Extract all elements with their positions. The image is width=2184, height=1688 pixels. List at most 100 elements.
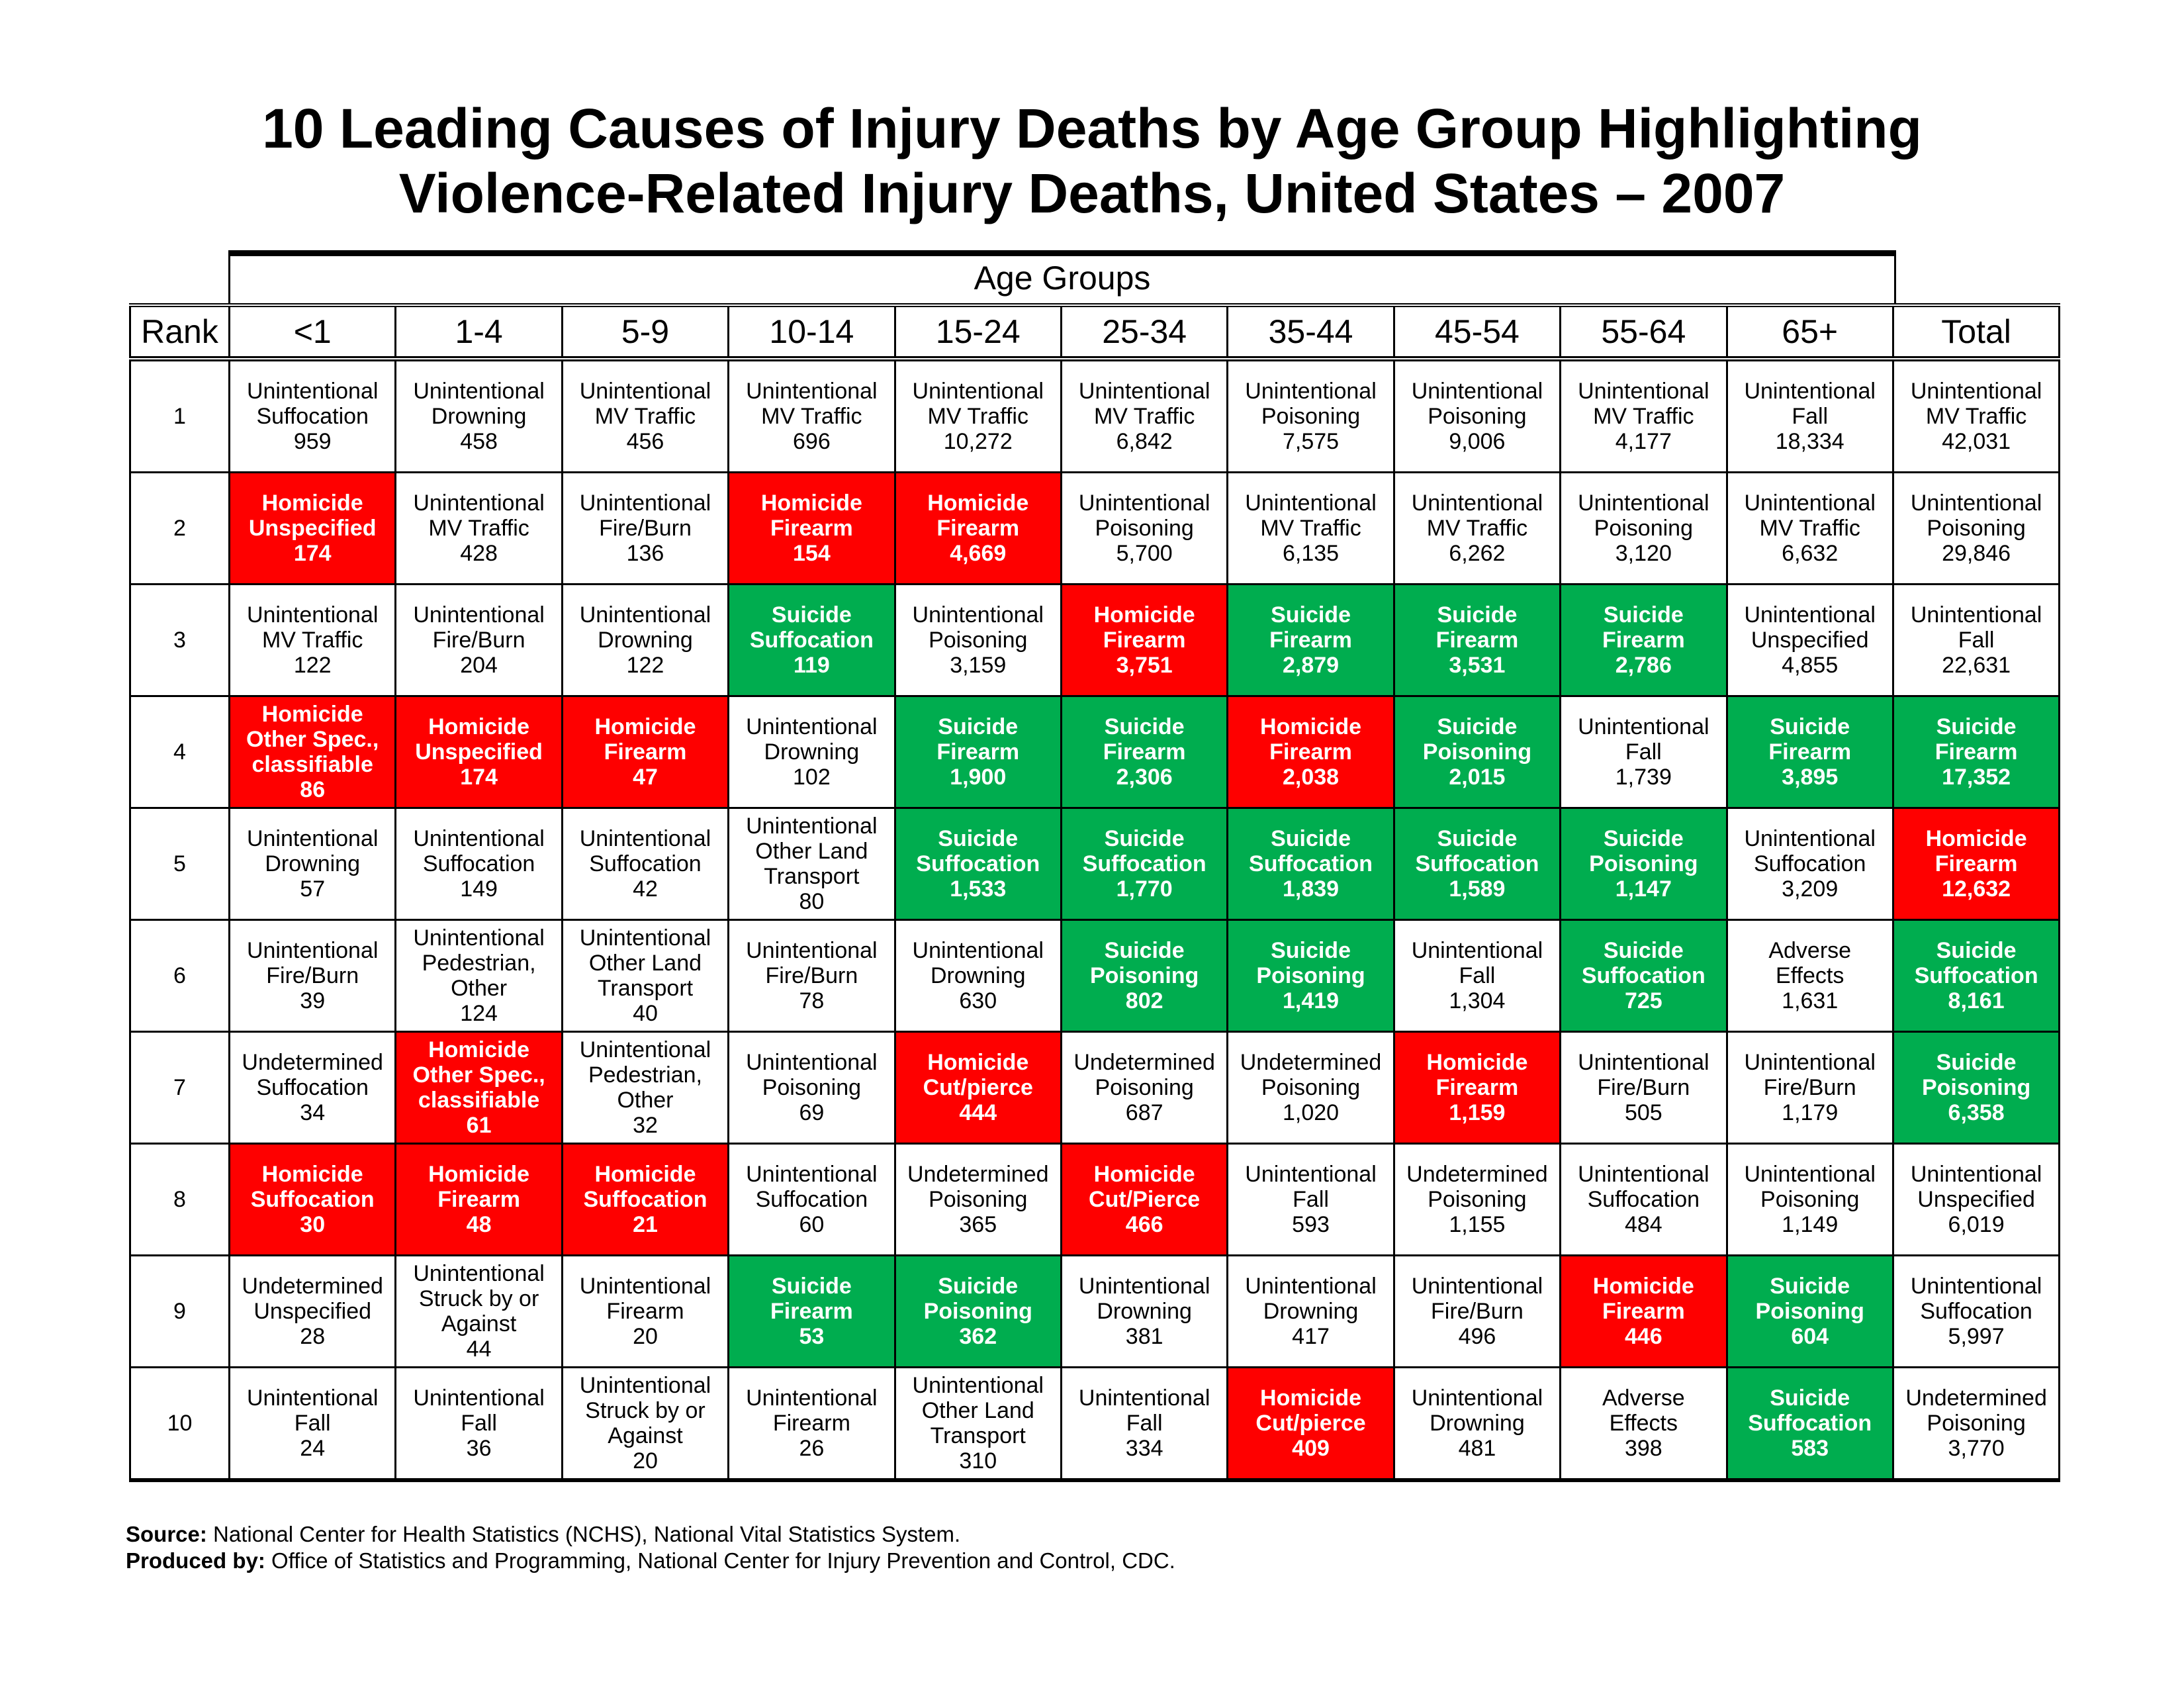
cause-label: Unintentional: [746, 379, 878, 404]
cause-label: Unintentional: [579, 1373, 711, 1398]
death-count: 42: [633, 876, 658, 902]
cause-label: Suicide: [1437, 714, 1518, 739]
cause-cell: Unintentional Suffocation 3,209: [1725, 807, 1894, 921]
homicide-cell: Homicide Suffocation 21: [561, 1143, 730, 1256]
death-count: 505: [1624, 1100, 1662, 1125]
death-count: 17,352: [1942, 765, 2011, 790]
column-header: 5-9: [561, 303, 730, 361]
cause-label: Suicide: [1271, 826, 1351, 851]
suicide-cell: Suicide Poisoning 6,358: [1891, 1031, 2061, 1145]
homicide-cell: Homicide Firearm 2,038: [1226, 695, 1395, 809]
cause-cell: Unintentional Fall 334: [1060, 1366, 1229, 1482]
cause-cell: Unintentional Fall 1,304: [1392, 919, 1562, 1033]
cause-label: Homicide: [927, 491, 1029, 516]
cause-cell: Unintentional Fire/Burn 496: [1392, 1254, 1562, 1368]
table-row: 10 Unintentional Fall 24 Unintentional Fall 36…: [129, 1366, 2061, 1482]
cause-label: Homicide: [261, 1162, 363, 1187]
homicide-cell: Homicide Firearm 3,751: [1060, 583, 1229, 697]
death-count: 630: [959, 988, 997, 1013]
cause-label: Firearm: [604, 739, 687, 765]
cause-label: Suicide: [938, 714, 1019, 739]
death-count: 1,533: [950, 876, 1007, 902]
cause-label: Fire/Burn: [1597, 1075, 1690, 1100]
rank-cell: 8: [129, 1143, 230, 1256]
cause-label: Unintentional: [1910, 602, 2042, 628]
death-count: 4,669: [950, 541, 1007, 566]
cause-label: Unintentional: [1078, 491, 1210, 516]
death-count: 24: [300, 1436, 326, 1461]
death-count: 583: [1791, 1436, 1829, 1461]
cause-label: Poisoning: [1927, 1411, 2026, 1436]
cause-label: Poisoning: [1927, 516, 2026, 541]
death-count: 174: [293, 541, 332, 566]
suicide-cell: Suicide Firearm 17,352: [1891, 695, 2061, 809]
homicide-cell: Homicide Firearm 446: [1559, 1254, 1728, 1368]
death-count: 1,631: [1782, 988, 1839, 1013]
cause-label: Firearm: [936, 516, 1020, 541]
table-row: 2 Homicide Unspecified 174 Unintentional MV T…: [129, 471, 2061, 585]
cause-cell: Undetermined Poisoning 1,020: [1226, 1031, 1395, 1145]
homicide-cell: Homicide Unspecified 174: [228, 471, 397, 585]
death-count: 2,306: [1116, 765, 1173, 790]
cause-label: Adverse: [1768, 938, 1852, 963]
column-header: 15-24: [893, 303, 1062, 361]
cause-label: Transport: [930, 1423, 1026, 1448]
cause-label: Suffocation: [749, 628, 874, 653]
cause-cell: Unintentional Drowning 481: [1392, 1366, 1562, 1482]
cause-label: Unintentional: [579, 602, 711, 628]
cause-label: Unintentional: [1078, 1274, 1210, 1299]
cause-label: Unspecified: [253, 1299, 372, 1324]
death-count: 1,020: [1282, 1100, 1340, 1125]
cause-label: Suicide: [1271, 938, 1351, 963]
cause-label: Suicide: [1104, 714, 1185, 739]
cause-label: Firearm: [936, 739, 1020, 765]
cause-label: Cut/Pierce: [1089, 1187, 1201, 1212]
cause-label: Unintentional: [746, 1050, 878, 1075]
cause-label: Suffocation: [422, 851, 535, 876]
death-count: 149: [460, 876, 498, 902]
cause-label: Unintentional: [413, 1261, 545, 1286]
suicide-cell: Suicide Suffocation 1,839: [1226, 807, 1395, 921]
cause-label: Pedestrian,: [588, 1062, 702, 1088]
death-count: 42,031: [1942, 429, 2011, 454]
cause-label: Firearm: [1934, 739, 2018, 765]
cause-cell: Unintentional Pedestrian, Other 32: [561, 1031, 730, 1145]
death-count: 362: [959, 1324, 997, 1349]
cause-label: Unintentional: [246, 826, 379, 851]
cause-label: Homicide: [594, 1162, 696, 1187]
cause-label: Poisoning: [1760, 1187, 1860, 1212]
death-count: 122: [626, 653, 664, 678]
death-count: 1,147: [1615, 876, 1672, 902]
cause-label: Firearm: [770, 516, 853, 541]
suicide-cell: Suicide Suffocation 725: [1559, 919, 1728, 1033]
homicide-cell: Homicide Firearm 48: [394, 1143, 563, 1256]
death-count: 1,839: [1282, 876, 1340, 902]
cause-label: Fire/Burn: [599, 516, 692, 541]
cause-label: Unspecified: [248, 516, 377, 541]
suicide-cell: Suicide Suffocation 1,533: [893, 807, 1062, 921]
page-title: 10 Leading Causes of Injury Deaths by Ag…: [0, 96, 2184, 226]
source-label: Source:: [126, 1522, 207, 1546]
homicide-cell: Homicide Cut/pierce 409: [1226, 1366, 1395, 1482]
cause-cell: Undetermined Poisoning 365: [893, 1143, 1062, 1256]
cause-label: MV Traffic: [594, 404, 696, 429]
cause-cell: Unintentional Unspecified 4,855: [1725, 583, 1894, 697]
death-count: 428: [460, 541, 498, 566]
death-count: 29,846: [1942, 541, 2011, 566]
homicide-cell: Homicide Other Spec., classifiable 61: [394, 1031, 563, 1145]
produced-text: Office of Statistics and Programming, Na…: [265, 1548, 1175, 1573]
cause-cell: Unintentional Suffocation 484: [1559, 1143, 1728, 1256]
death-count: 398: [1624, 1436, 1662, 1461]
cause-label: Homicide: [261, 702, 363, 727]
homicide-cell: Homicide Unspecified 174: [394, 695, 563, 809]
cause-cell: Unintentional Drowning 630: [893, 919, 1062, 1033]
cause-label: Fall: [461, 1411, 497, 1436]
cause-label: Unintentional: [413, 491, 545, 516]
table-row: 1 Unintentional Suffocation 959 Unintentiona…: [129, 357, 2061, 473]
cause-cell: Unintentional MV Traffic 10,272: [893, 357, 1062, 473]
death-count: 456: [626, 429, 664, 454]
death-count: 959: [293, 429, 332, 454]
death-count: 3,120: [1615, 541, 1672, 566]
column-header: <1: [228, 303, 397, 361]
death-count: 32: [633, 1113, 658, 1138]
